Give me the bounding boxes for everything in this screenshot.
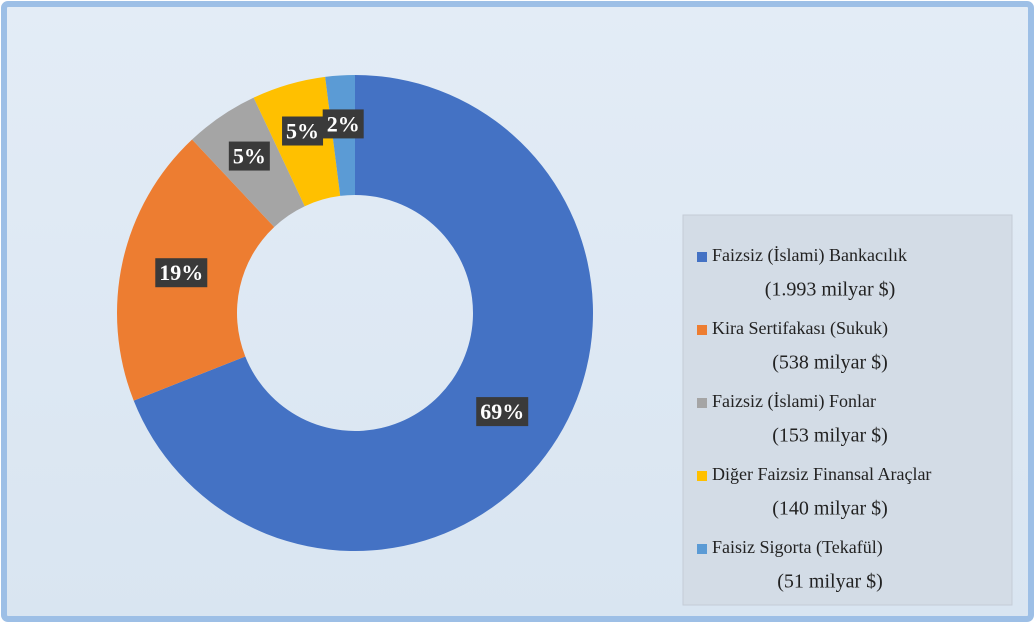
data-label-box (228, 141, 270, 171)
legend-note: (153 milyar $) (772, 425, 888, 447)
legend-label: Faizsiz (İslami) Bankacılık (712, 245, 907, 266)
legend-box (682, 214, 1013, 606)
legend-label: Diğer Faizsiz Finansal Araçlar (712, 464, 931, 484)
legend-note: (538 milyar $) (772, 352, 888, 374)
data-label: 2% (327, 111, 360, 136)
legend-label: Faizsiz (İslami) Fonlar (712, 391, 876, 412)
legend-swatch (697, 544, 707, 554)
data-label: 5% (286, 119, 319, 144)
donut-slice (133, 75, 593, 551)
legend-note: (1.993 milyar $) (765, 279, 896, 301)
legend-swatch (697, 252, 707, 262)
legend-label: Kira Sertifakası (Sukuk) (712, 318, 888, 339)
data-label-box (322, 109, 364, 139)
data-label: 5% (233, 144, 266, 169)
legend-label: Faisiz Sigorta (Tekafül) (712, 537, 883, 558)
data-label: 19% (159, 260, 203, 285)
data-label-box (476, 397, 529, 427)
data-label-box (155, 258, 208, 288)
legend-swatch (697, 398, 707, 408)
legend-note: (140 milyar $) (772, 498, 888, 520)
legend-note: (51 milyar $) (777, 571, 883, 593)
legend-swatch (697, 471, 707, 481)
data-label: 69% (480, 399, 524, 424)
data-label-box (282, 116, 324, 146)
legend-swatch (697, 325, 707, 335)
